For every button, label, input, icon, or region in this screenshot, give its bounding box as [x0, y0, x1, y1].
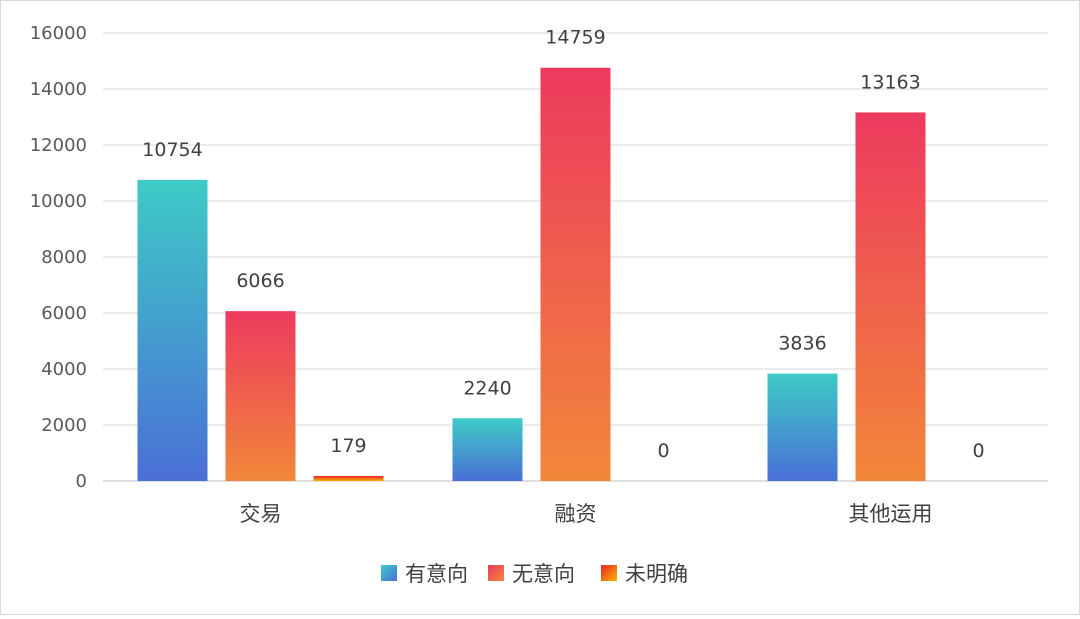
bar [137, 179, 208, 481]
data-label: 0 [972, 440, 984, 462]
legend-label: 有意向 [405, 562, 468, 586]
data-label: 179 [330, 435, 366, 457]
y-tick-label: 12000 [30, 135, 87, 156]
y-tick-label: 16000 [30, 23, 87, 44]
y-tick-label: 2000 [41, 415, 87, 436]
legend-swatch [381, 565, 397, 581]
legend-label: 未明确 [625, 562, 688, 586]
bars [137, 67, 926, 482]
data-label: 3836 [778, 333, 826, 355]
bar [855, 112, 926, 481]
data-label: 2240 [463, 377, 511, 399]
x-category-label: 融资 [555, 502, 597, 526]
y-axis: 0 2000 4000 6000 8000 10000 12000 14000 16000 [30, 23, 87, 492]
legend-swatch [488, 565, 504, 581]
bar [313, 475, 384, 481]
y-tick-label: 6000 [41, 303, 87, 324]
legend-swatch [601, 565, 617, 581]
data-label: 0 [657, 440, 669, 462]
bar [452, 418, 523, 481]
data-label: 10754 [142, 139, 202, 161]
data-label: 13163 [860, 71, 920, 93]
data-label: 14759 [545, 27, 605, 49]
bar [767, 373, 838, 481]
y-tick-label: 10000 [30, 191, 87, 212]
data-label: 6066 [236, 270, 284, 292]
legend-label: 无意向 [512, 562, 575, 586]
x-category-label: 其他运用 [849, 502, 933, 526]
x-axis: 交易 融资 其他运用 [240, 502, 933, 526]
y-tick-label: 14000 [30, 79, 87, 100]
y-tick-label: 0 [76, 471, 87, 492]
y-tick-label: 4000 [41, 359, 87, 380]
legend: 有意向 无意向 未明确 [381, 562, 688, 586]
bar [540, 67, 611, 482]
data-labels: 10754 6066 179 2240 14759 0 3836 13163 0 [142, 27, 984, 462]
y-tick-label: 8000 [41, 247, 87, 268]
bar [225, 311, 296, 481]
x-category-label: 交易 [240, 502, 282, 526]
